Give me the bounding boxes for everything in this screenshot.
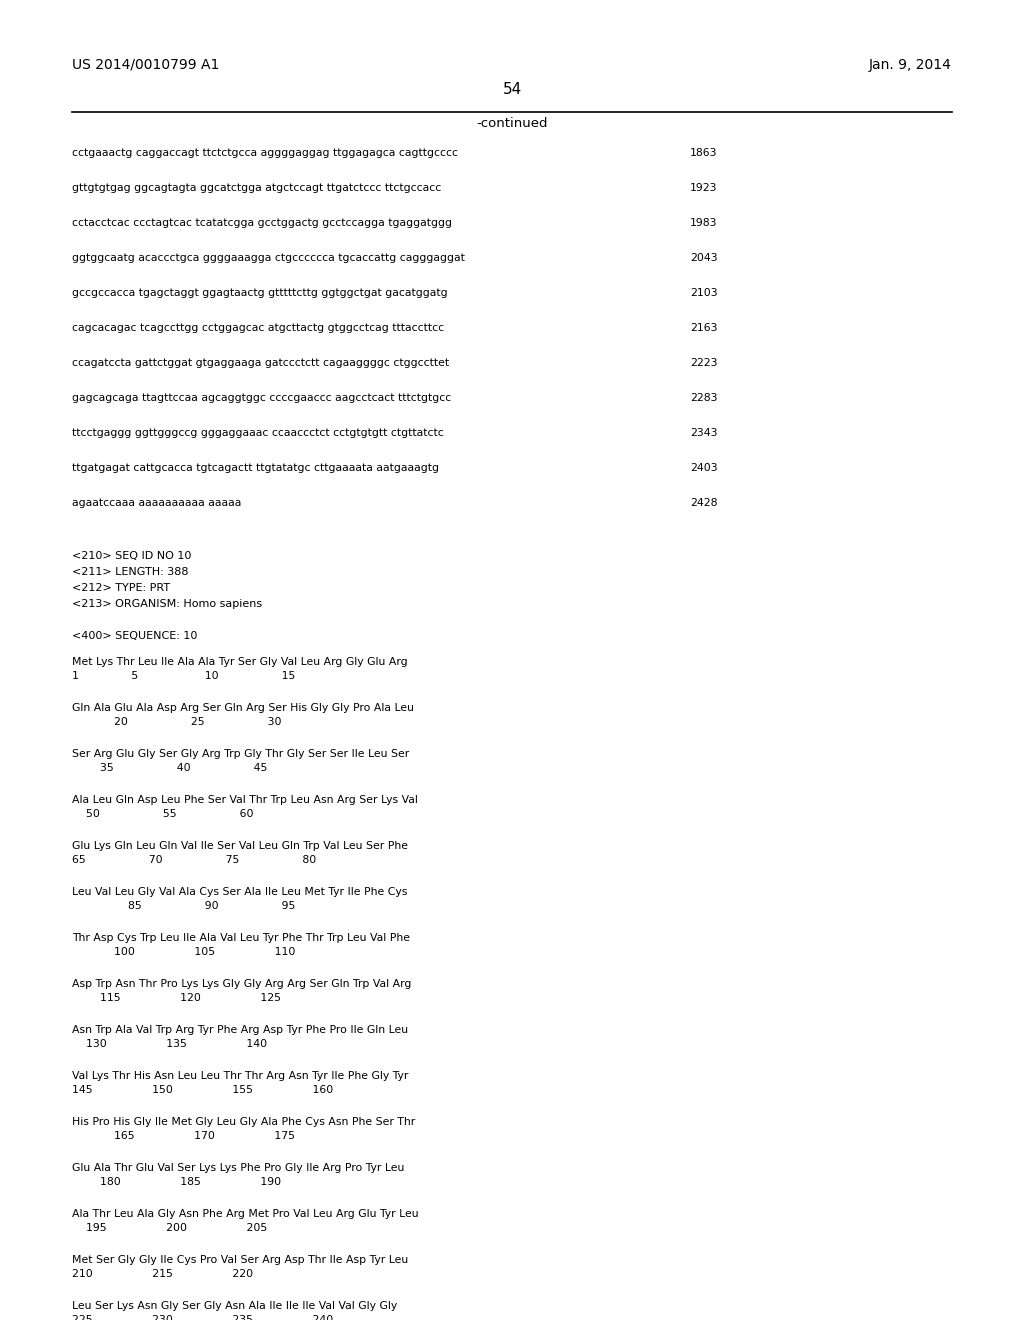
Text: Glu Ala Thr Glu Val Ser Lys Lys Phe Pro Gly Ile Arg Pro Tyr Leu: Glu Ala Thr Glu Val Ser Lys Lys Phe Pro …: [72, 1163, 404, 1173]
Text: 100                 105                 110: 100 105 110: [72, 946, 295, 957]
Text: 65                  70                  75                  80: 65 70 75 80: [72, 855, 316, 865]
Text: Thr Asp Cys Trp Leu Ile Ala Val Leu Tyr Phe Thr Trp Leu Val Phe: Thr Asp Cys Trp Leu Ile Ala Val Leu Tyr …: [72, 933, 410, 942]
Text: <211> LENGTH: 388: <211> LENGTH: 388: [72, 568, 188, 577]
Text: Ala Leu Gln Asp Leu Phe Ser Val Thr Trp Leu Asn Arg Ser Lys Val: Ala Leu Gln Asp Leu Phe Ser Val Thr Trp …: [72, 795, 418, 805]
Text: gagcagcaga ttagttccaa agcaggtggc ccccgaaccc aagcctcact tttctgtgcc: gagcagcaga ttagttccaa agcaggtggc ccccgaa…: [72, 393, 452, 403]
Text: 2283: 2283: [690, 393, 718, 403]
Text: 35                  40                  45: 35 40 45: [72, 763, 267, 774]
Text: 115                 120                 125: 115 120 125: [72, 993, 281, 1003]
Text: 130                 135                 140: 130 135 140: [72, 1039, 267, 1049]
Text: 2428: 2428: [690, 498, 718, 508]
Text: 1923: 1923: [690, 183, 718, 193]
Text: US 2014/0010799 A1: US 2014/0010799 A1: [72, 58, 219, 73]
Text: 85                  90                  95: 85 90 95: [72, 902, 295, 911]
Text: Glu Lys Gln Leu Gln Val Ile Ser Val Leu Gln Trp Val Leu Ser Phe: Glu Lys Gln Leu Gln Val Ile Ser Val Leu …: [72, 841, 408, 851]
Text: 1983: 1983: [690, 218, 718, 228]
Text: 2223: 2223: [690, 358, 718, 368]
Text: 145                 150                 155                 160: 145 150 155 160: [72, 1085, 333, 1096]
Text: <210> SEQ ID NO 10: <210> SEQ ID NO 10: [72, 550, 191, 561]
Text: 210                 215                 220: 210 215 220: [72, 1269, 253, 1279]
Text: Leu Ser Lys Asn Gly Ser Gly Asn Ala Ile Ile Ile Val Val Gly Gly: Leu Ser Lys Asn Gly Ser Gly Asn Ala Ile …: [72, 1302, 397, 1311]
Text: agaatccaaa aaaaaaaaaa aaaaa: agaatccaaa aaaaaaaaaa aaaaa: [72, 498, 242, 508]
Text: 2403: 2403: [690, 463, 718, 473]
Text: <213> ORGANISM: Homo sapiens: <213> ORGANISM: Homo sapiens: [72, 599, 262, 609]
Text: Jan. 9, 2014: Jan. 9, 2014: [869, 58, 952, 73]
Text: <400> SEQUENCE: 10: <400> SEQUENCE: 10: [72, 631, 198, 642]
Text: His Pro His Gly Ile Met Gly Leu Gly Ala Phe Cys Asn Phe Ser Thr: His Pro His Gly Ile Met Gly Leu Gly Ala …: [72, 1117, 416, 1127]
Text: Asn Trp Ala Val Trp Arg Tyr Phe Arg Asp Tyr Phe Pro Ile Gln Leu: Asn Trp Ala Val Trp Arg Tyr Phe Arg Asp …: [72, 1026, 409, 1035]
Text: ccagatccta gattctggat gtgaggaaga gatccctctt cagaaggggc ctggccttet: ccagatccta gattctggat gtgaggaaga gatccct…: [72, 358, 450, 368]
Text: 2043: 2043: [690, 253, 718, 263]
Text: Met Ser Gly Gly Ile Cys Pro Val Ser Arg Asp Thr Ile Asp Tyr Leu: Met Ser Gly Gly Ile Cys Pro Val Ser Arg …: [72, 1255, 409, 1265]
Text: Ala Thr Leu Ala Gly Asn Phe Arg Met Pro Val Leu Arg Glu Tyr Leu: Ala Thr Leu Ala Gly Asn Phe Arg Met Pro …: [72, 1209, 419, 1218]
Text: 225                 230                 235                 240: 225 230 235 240: [72, 1315, 333, 1320]
Text: 1863: 1863: [690, 148, 718, 158]
Text: Gln Ala Glu Ala Asp Arg Ser Gln Arg Ser His Gly Gly Pro Ala Leu: Gln Ala Glu Ala Asp Arg Ser Gln Arg Ser …: [72, 704, 414, 713]
Text: 50                  55                  60: 50 55 60: [72, 809, 254, 818]
Text: 2163: 2163: [690, 323, 718, 333]
Text: cctgaaactg caggaccagt ttctctgcca aggggaggag ttggagagca cagttgcccc: cctgaaactg caggaccagt ttctctgcca aggggag…: [72, 148, 458, 158]
Text: 2103: 2103: [690, 288, 718, 298]
Text: 180                 185                 190: 180 185 190: [72, 1177, 282, 1187]
Text: Ser Arg Glu Gly Ser Gly Arg Trp Gly Thr Gly Ser Ser Ile Leu Ser: Ser Arg Glu Gly Ser Gly Arg Trp Gly Thr …: [72, 748, 410, 759]
Text: 20                  25                  30: 20 25 30: [72, 717, 282, 727]
Text: Asp Trp Asn Thr Pro Lys Lys Gly Gly Arg Arg Ser Gln Trp Val Arg: Asp Trp Asn Thr Pro Lys Lys Gly Gly Arg …: [72, 979, 412, 989]
Text: -continued: -continued: [476, 117, 548, 129]
Text: cctacctcac ccctagtcac tcatatcgga gcctggactg gcctccagga tgaggatggg: cctacctcac ccctagtcac tcatatcgga gcctgga…: [72, 218, 452, 228]
Text: 195                 200                 205: 195 200 205: [72, 1224, 267, 1233]
Text: gttgtgtgag ggcagtagta ggcatctgga atgctccagt ttgatctccc ttctgccacc: gttgtgtgag ggcagtagta ggcatctgga atgctcc…: [72, 183, 441, 193]
Text: ttcctgaggg ggttgggccg gggaggaaac ccaaccctct cctgtgtgtt ctgttatctc: ttcctgaggg ggttgggccg gggaggaaac ccaaccc…: [72, 428, 443, 438]
Text: Met Lys Thr Leu Ile Ala Ala Tyr Ser Gly Val Leu Arg Gly Glu Arg: Met Lys Thr Leu Ile Ala Ala Tyr Ser Gly …: [72, 657, 408, 667]
Text: 1               5                   10                  15: 1 5 10 15: [72, 671, 295, 681]
Text: ggtggcaatg acaccctgca ggggaaagga ctgcccccca tgcaccattg cagggaggat: ggtggcaatg acaccctgca ggggaaagga ctgcccc…: [72, 253, 465, 263]
Text: cagcacagac tcagccttgg cctggagcac atgcttactg gtggcctcag tttaccttcc: cagcacagac tcagccttgg cctggagcac atgctta…: [72, 323, 444, 333]
Text: <212> TYPE: PRT: <212> TYPE: PRT: [72, 583, 170, 593]
Text: 54: 54: [503, 82, 521, 96]
Text: 165                 170                 175: 165 170 175: [72, 1131, 295, 1140]
Text: 2343: 2343: [690, 428, 718, 438]
Text: ttgatgagat cattgcacca tgtcagactt ttgtatatgc cttgaaaata aatgaaagtg: ttgatgagat cattgcacca tgtcagactt ttgtata…: [72, 463, 439, 473]
Text: Val Lys Thr His Asn Leu Leu Thr Thr Arg Asn Tyr Ile Phe Gly Tyr: Val Lys Thr His Asn Leu Leu Thr Thr Arg …: [72, 1071, 409, 1081]
Text: Leu Val Leu Gly Val Ala Cys Ser Ala Ile Leu Met Tyr Ile Phe Cys: Leu Val Leu Gly Val Ala Cys Ser Ala Ile …: [72, 887, 408, 898]
Text: gccgccacca tgagctaggt ggagtaactg gtttttcttg ggtggctgat gacatggatg: gccgccacca tgagctaggt ggagtaactg gtttttc…: [72, 288, 447, 298]
